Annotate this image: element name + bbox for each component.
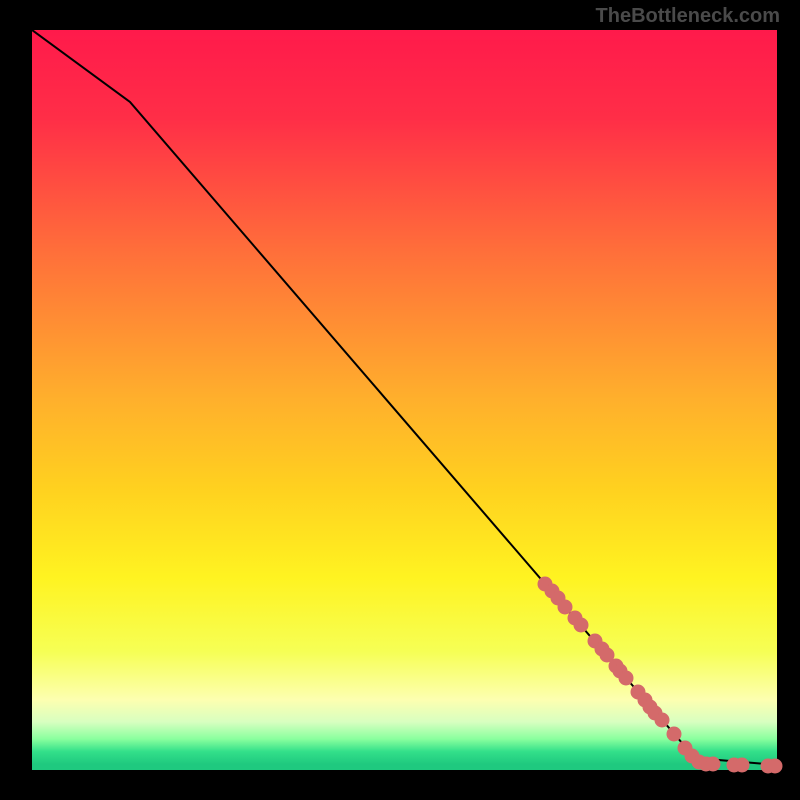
data-point [558,600,572,614]
chart-svg: TheBottleneck.com [0,0,800,800]
plot-background-gradient [32,30,777,770]
chart-root: TheBottleneck.com [0,0,800,800]
data-point [768,759,782,773]
data-point [735,758,749,772]
data-point [706,757,720,771]
data-point [574,618,588,632]
data-point [619,671,633,685]
attribution-text: TheBottleneck.com [596,5,780,27]
data-point [655,713,669,727]
data-point [667,727,681,741]
